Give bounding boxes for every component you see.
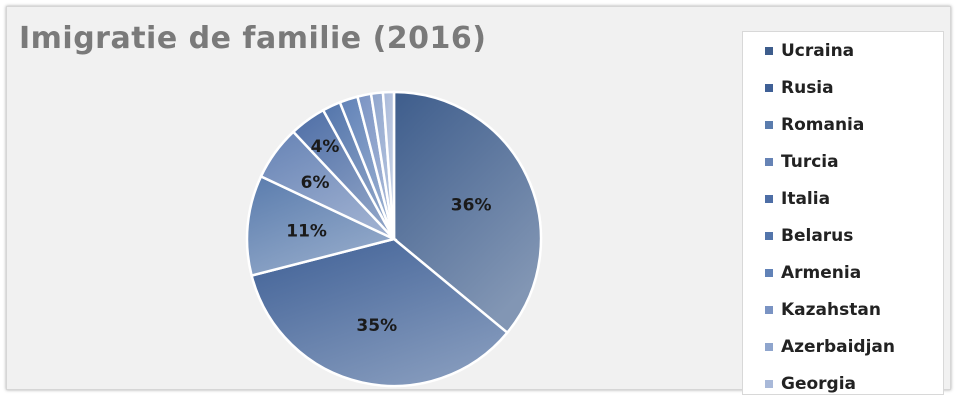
legend-label: Turcia: [781, 152, 839, 172]
legend-swatch: [765, 47, 773, 55]
data-label-ucraina: 36%: [451, 196, 492, 216]
legend-swatch: [765, 121, 773, 129]
legend-item-azerbaidjan: Azerbaidjan: [765, 337, 895, 357]
legend-item-romania: Romania: [765, 115, 864, 135]
legend-item-rusia: Rusia: [765, 78, 834, 98]
legend-item-ucraina: Ucraina: [765, 41, 854, 61]
data-label-romania: 11%: [286, 222, 327, 242]
legend-swatch: [765, 343, 773, 351]
data-label-rusia: 35%: [356, 316, 397, 336]
legend-label: Belarus: [781, 226, 854, 246]
legend-label: Kazahstan: [781, 300, 881, 320]
legend-label: Georgia: [781, 374, 857, 394]
legend-item-italia: Italia: [765, 189, 830, 209]
legend-item-armenia: Armenia: [765, 263, 861, 283]
legend-label: Azerbaidjan: [781, 337, 896, 357]
data-label-turcia: 6%: [301, 173, 330, 193]
legend-label: Rusia: [781, 78, 834, 98]
legend-item-turcia: Turcia: [765, 152, 839, 172]
chart-legend: Ucraina Rusia Romania Turcia Italia Belarus Ar…: [742, 31, 944, 395]
legend-label: Armenia: [781, 263, 862, 283]
pie-chart: 36% 35% 11% 6% 4%: [245, 90, 543, 388]
pie-slice-ucraina: [392, 90, 543, 335]
legend-item-belarus: Belarus: [765, 226, 853, 246]
data-label-italia: 4%: [311, 137, 340, 157]
legend-item-georgia: Georgia: [765, 374, 856, 394]
legend-item-kazahstan: Kazahstan: [765, 300, 881, 320]
chart-frame: Imigratie de familie (2016) 36% 35% 11% 6% 4…: [6, 6, 951, 395]
pie-slice-georgia: [381, 90, 396, 240]
legend-label: Romania: [781, 115, 865, 135]
chart-title: Imigratie de familie (2016): [19, 21, 487, 56]
legend-swatch: [765, 306, 773, 314]
legend-swatch: [765, 158, 773, 166]
legend-label: Italia: [781, 189, 831, 209]
legend-swatch: [765, 380, 773, 388]
legend-swatch: [765, 195, 773, 203]
legend-swatch: [765, 232, 773, 240]
pie-slice-romania: [245, 174, 398, 278]
legend-swatch: [765, 84, 773, 92]
legend-label: Ucraina: [781, 41, 855, 61]
legend-swatch: [765, 269, 773, 277]
pie-slice-rusia: [250, 237, 510, 388]
